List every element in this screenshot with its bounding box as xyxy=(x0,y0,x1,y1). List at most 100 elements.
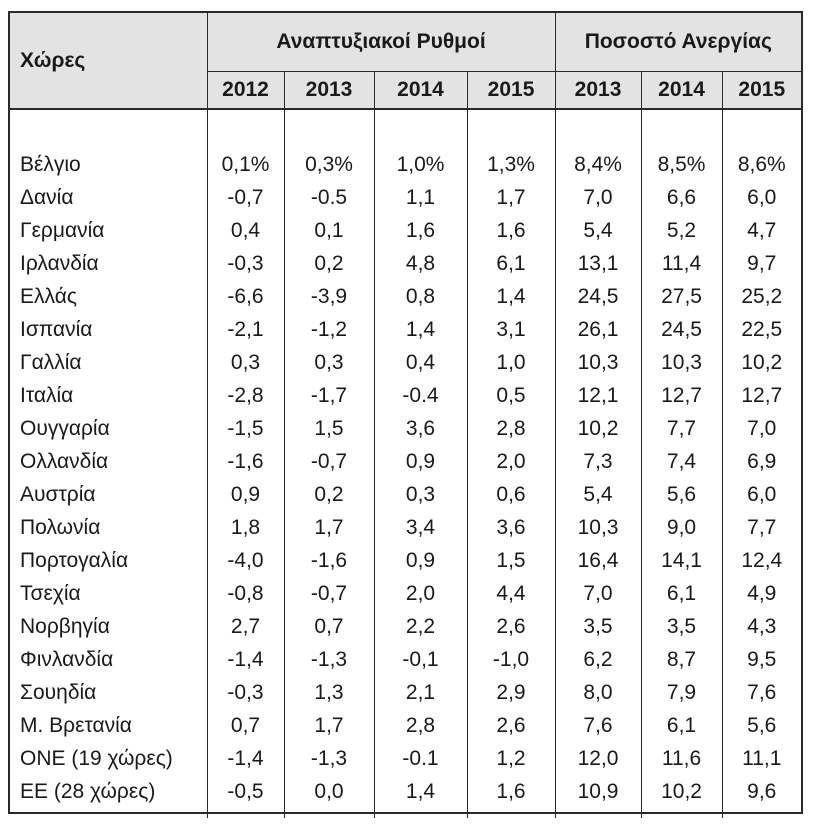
growth-2015-cell: 4,4 xyxy=(467,577,556,610)
unemployment-2013-cell: 7,6 xyxy=(555,709,642,742)
unemployment-2013-cell: 6,2 xyxy=(555,643,642,676)
country-cell: Πορτογαλία xyxy=(10,544,208,577)
unemployment-2015-cell: 6,9 xyxy=(747,449,777,473)
growth-2013-cell: -1,7 xyxy=(284,379,375,412)
unemployment-2015-cell: 9,5 xyxy=(747,647,777,671)
country-cell: Γαλλία xyxy=(10,346,208,379)
growth-2012-cell: 0,3 xyxy=(207,346,285,379)
growth-2015-cell: 0,5 xyxy=(467,379,556,412)
unemployment-2014-cell: 3,5 xyxy=(641,610,723,643)
unemployment-2014-cell: 7,9 xyxy=(641,676,723,709)
growth-2014-cell: 2,1 xyxy=(374,676,468,709)
growth-2013-cell: 1,3 xyxy=(284,676,375,709)
growth-2015-cell: 2,8 xyxy=(467,412,556,445)
unemployment-2013-cell: 10,2 xyxy=(555,412,642,445)
country-cell: Αυστρία xyxy=(10,478,208,511)
growth-2014-cell: 0,9 xyxy=(374,445,468,478)
growth-2012-cell: 2,7 xyxy=(207,610,285,643)
growth-2012-cell: -2,8 xyxy=(207,379,285,412)
growth-2012-cell: -1,4 xyxy=(207,643,285,676)
unemployment-2015-cell: 7,7 xyxy=(747,515,777,539)
growth-2013-cell: -1,3 xyxy=(284,643,375,676)
growth-2014-cell: 3,6 xyxy=(374,412,468,445)
growth-2013-cell: 0,3% xyxy=(284,148,375,181)
growth-2014-cell: 1,1 xyxy=(374,181,468,214)
table-row: Πολωνία 1,8 1,7 3,4 3,6 10,3 9,0 7,7 xyxy=(10,511,801,544)
table-row: Ουγγαρία -1,5 1,5 3,6 2,8 10,2 7,7 7,0 xyxy=(10,412,801,445)
growth-2014-cell: -0.4 xyxy=(374,379,468,412)
unemployment-2015-cell: 9,7 xyxy=(747,251,777,275)
growth-2012-cell: -1,5 xyxy=(207,412,285,445)
unemployment-2014-cell: 5,2 xyxy=(641,214,723,247)
unemployment-2013-cell: 5,4 xyxy=(555,478,642,511)
growth-2014-cell: 1,4 xyxy=(374,313,468,346)
country-cell: Σουηδία xyxy=(10,676,208,709)
table-row: Ολλανδία -1,6 -0,7 0,9 2,0 7,3 7,4 6,9 xyxy=(10,445,801,478)
growth-2014-cell: 0,4 xyxy=(374,346,468,379)
table-row: Γαλλία 0,3 0,3 0,4 1,0 10,3 10,3 10,2 xyxy=(10,346,801,379)
growth-2012-cell: -2,1 xyxy=(207,313,285,346)
growth-2013-cell: 0,0 xyxy=(284,775,375,818)
growth-2012-cell: 0,7 xyxy=(207,709,285,742)
growth-2013-cell: -1,6 xyxy=(284,544,375,577)
growth-2015-cell: 2,9 xyxy=(467,676,556,709)
growth-2015-cell: 2,0 xyxy=(467,445,556,478)
unemployment-2014-cell: 6,1 xyxy=(641,709,723,742)
table-row: Νορβηγία 2,7 0,7 2,2 2,6 3,5 3,5 4,3 xyxy=(10,610,801,643)
unemployment-2013-cell: 3,5 xyxy=(555,610,642,643)
growth-2012-cell: -1,4 xyxy=(207,742,285,775)
country-cell: Τσεχία xyxy=(10,577,208,610)
growth-2012-cell: -6,6 xyxy=(207,280,285,313)
growth-2014-cell: 1,6 xyxy=(374,214,468,247)
growth-2013-cell: -1,3 xyxy=(284,742,375,775)
growth-2013-cell: 0,2 xyxy=(284,247,375,280)
country-cell: Ιταλία xyxy=(10,379,208,412)
unemployment-2015-cell: 7,6 xyxy=(747,680,777,704)
country-cell: Ολλανδία xyxy=(10,445,208,478)
table-row: Ιταλία -2,8 -1,7 -0.4 0,5 12,1 12,7 12,7 xyxy=(10,379,801,412)
growth-2015-cell: -1,0 xyxy=(467,643,556,676)
growth-2012-cell: 0,9 xyxy=(207,478,285,511)
unemployment-2014-cell: 8,5% xyxy=(641,148,723,181)
unemployment-2014-cell: 24,5 xyxy=(641,313,723,346)
growth-2014-cell: -0,1 xyxy=(374,643,468,676)
growth-2012-cell: 0,4 xyxy=(207,214,285,247)
country-cell: Ουγγαρία xyxy=(10,412,208,445)
table-row: Αυστρία 0,9 0,2 0,3 0,6 5,4 5,6 6,0 xyxy=(10,478,801,511)
unemployment-2013-cell: 8,0 xyxy=(555,676,642,709)
unemployment-2015-cell: 4,3 xyxy=(747,614,777,638)
growth-year-header: 2012 xyxy=(207,71,285,110)
country-cell: Φινλανδία xyxy=(10,643,208,676)
growth-2015-cell: 6,1 xyxy=(467,247,556,280)
unemployment-2013-cell: 10,3 xyxy=(555,511,642,544)
growth-2012-cell: 0,1% xyxy=(207,148,285,181)
growth-2014-cell: 2,8 xyxy=(374,709,468,742)
country-cell: ΕΕ (28 χώρες) xyxy=(10,775,208,818)
growth-2013-cell: -0,7 xyxy=(284,445,375,478)
country-cell: Μ. Βρετανία xyxy=(10,709,208,742)
growth-2015-cell: 1,7 xyxy=(467,181,556,214)
growth-2013-cell: -0,7 xyxy=(284,577,375,610)
countries-header: Χώρες xyxy=(10,13,208,110)
growth-2014-cell: -0.1 xyxy=(374,742,468,775)
growth-2015-cell: 1,0 xyxy=(467,346,556,379)
unemployment-2015-cell: 11,1 xyxy=(742,746,782,770)
growth-2013-cell: 0,7 xyxy=(284,610,375,643)
growth-unemployment-table: Χώρες Αναπτυξιακοί Ρυθμοί Ποσοστό Ανεργί… xyxy=(10,13,802,818)
unemployment-2015-cell: 6,0 xyxy=(747,482,777,506)
growth-year-header: 2014 xyxy=(374,71,468,110)
unemployment-2015-cell: 8,6% xyxy=(737,152,786,176)
unemployment-2014-cell: 10,2 xyxy=(641,775,723,818)
growth-2015-cell: 2,6 xyxy=(467,610,556,643)
unemployment-2015-cell: 5,6 xyxy=(747,713,777,737)
unemployment-2013-cell: 10,9 xyxy=(555,775,642,818)
unemployment-year-header: 2013 xyxy=(555,71,642,110)
growth-2015-cell: 3,1 xyxy=(467,313,556,346)
growth-2012-cell: -0,8 xyxy=(207,577,285,610)
table-row: Φινλανδία -1,4 -1,3 -0,1 -1,0 6,2 8,7 9,5 xyxy=(10,643,801,676)
country-cell: Βέλγιο xyxy=(10,148,208,181)
country-cell: Δανία xyxy=(10,181,208,214)
unemployment-group-header: Ποσοστό Ανεργίας xyxy=(555,13,802,72)
growth-2015-cell: 1,3% xyxy=(467,148,556,181)
country-cell: Νορβηγία xyxy=(10,610,208,643)
